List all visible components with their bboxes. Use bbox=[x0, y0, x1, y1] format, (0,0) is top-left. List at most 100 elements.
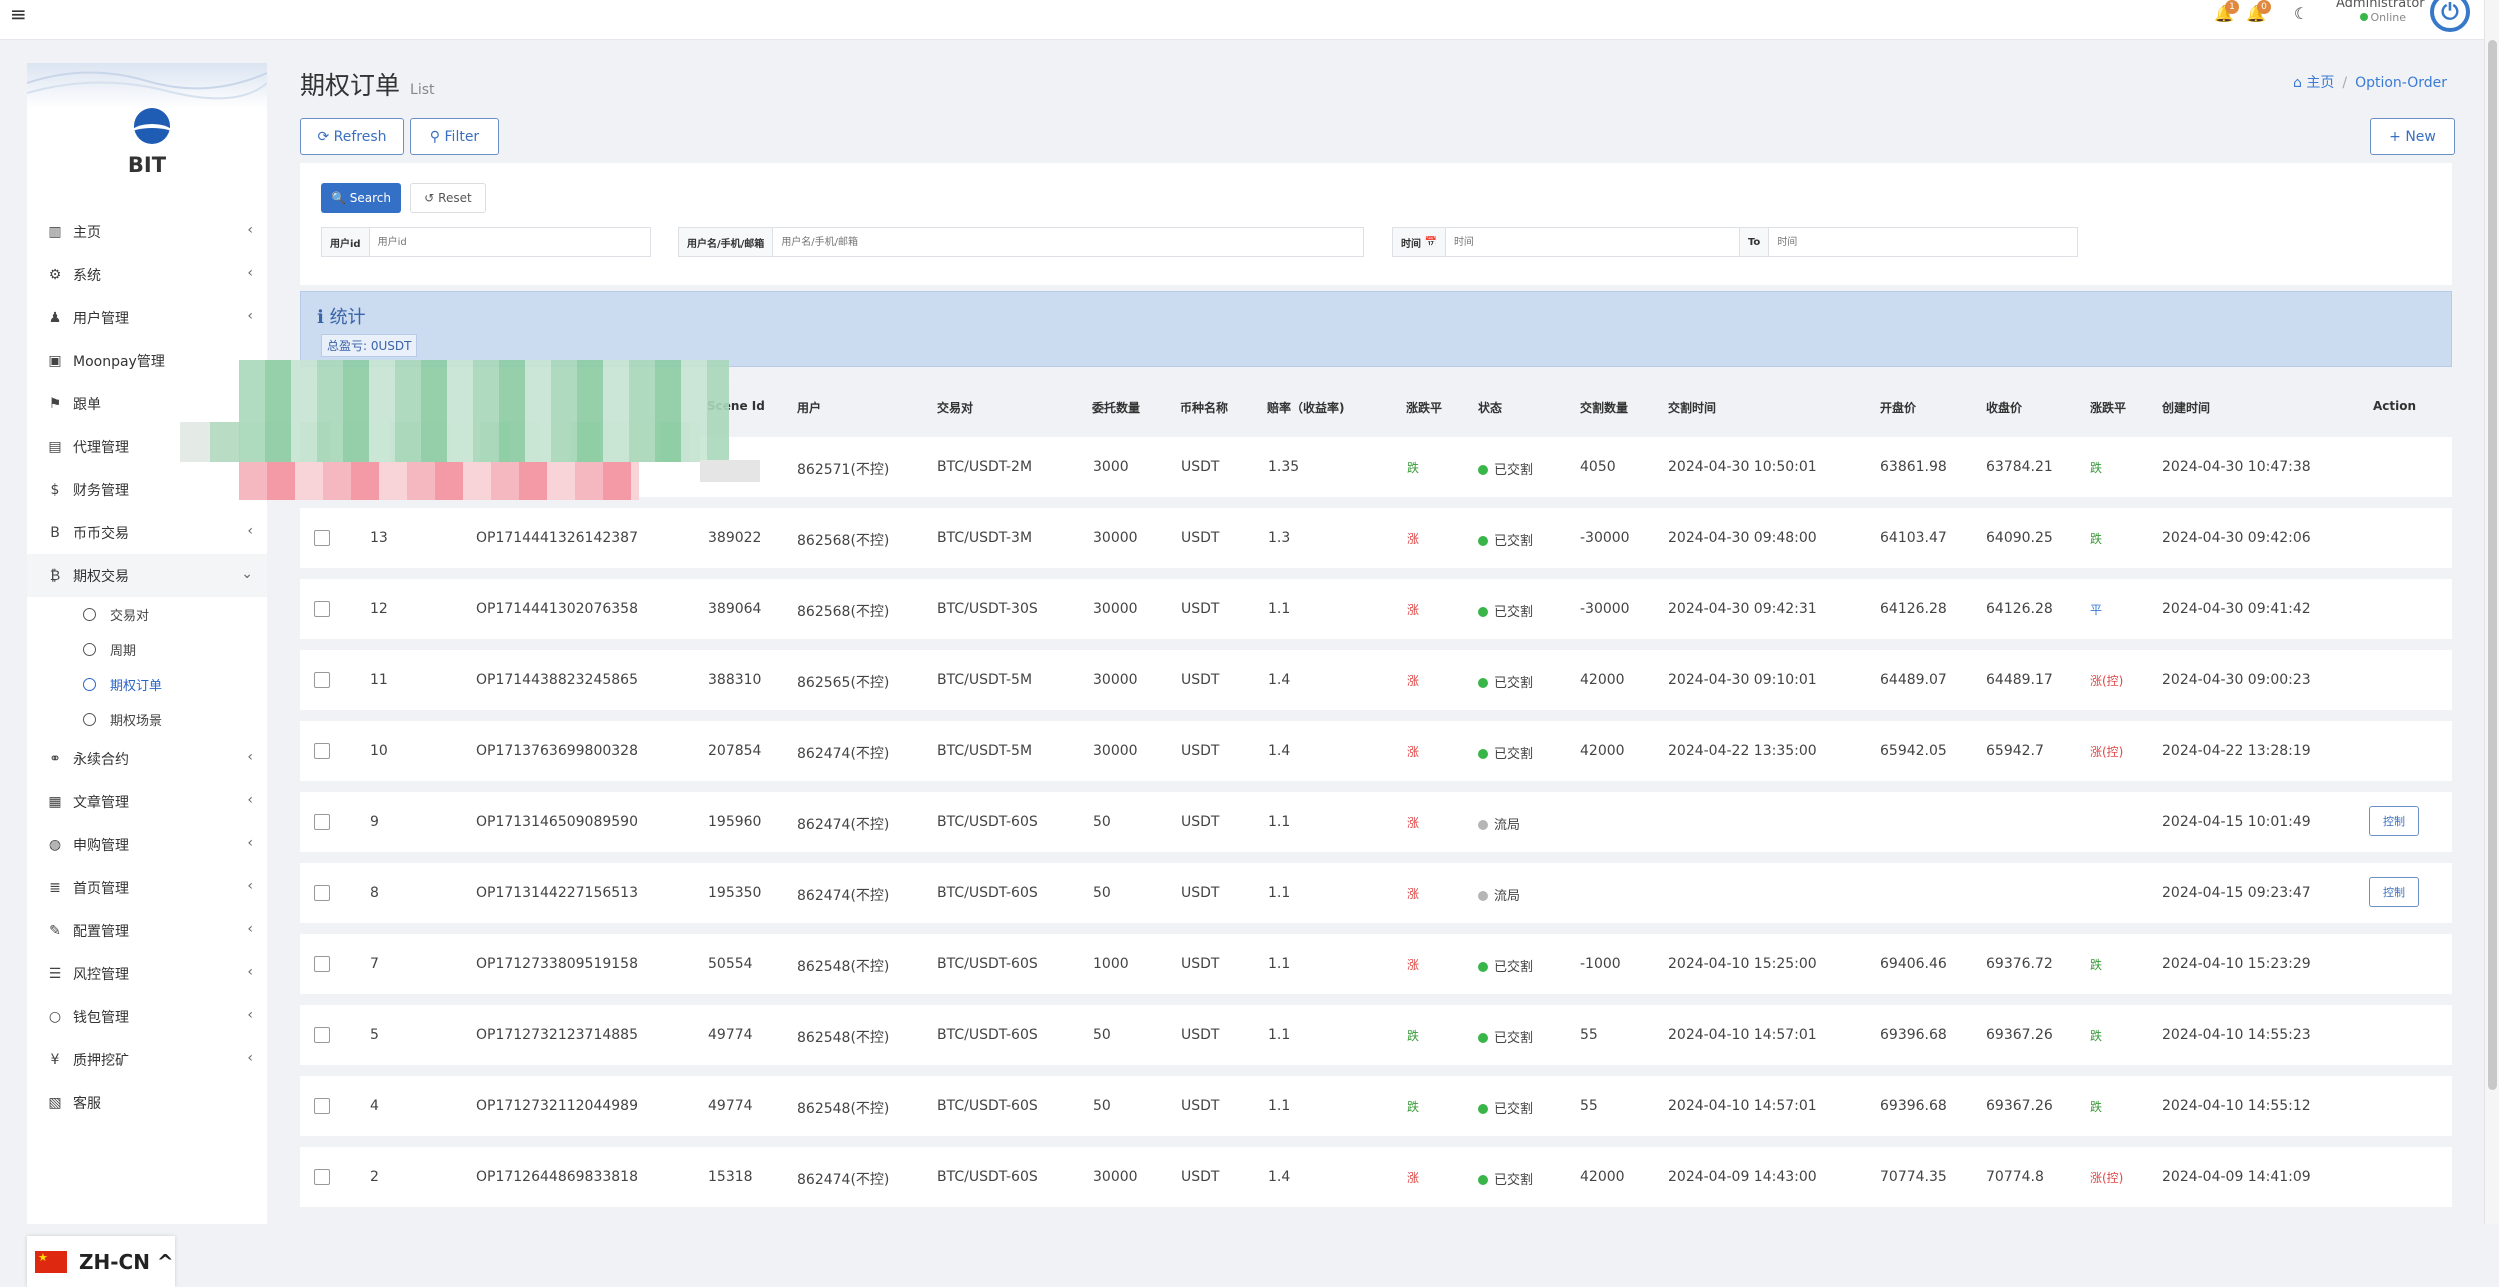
sidebar-item[interactable]: ▣ Moonpay管理 bbox=[27, 339, 267, 382]
sidebar-item[interactable]: ☰ 风控管理 ‹ bbox=[27, 952, 267, 995]
column-header[interactable]: 用户 bbox=[797, 401, 822, 415]
sidebar-item[interactable]: ▧ 客服 bbox=[27, 1081, 267, 1124]
list-alt-icon: ☰ bbox=[48, 965, 62, 982]
sidebar-item-label: 币币交易 bbox=[73, 525, 129, 542]
sidebar-item-label: 系统 bbox=[73, 267, 101, 284]
avatar[interactable]: ⏻ bbox=[2430, 0, 2470, 32]
link-icon: ⚭ bbox=[49, 750, 61, 767]
status-text: 已交割 bbox=[1494, 1031, 1534, 1046]
sidebar-subitem[interactable]: 交易对 bbox=[27, 597, 267, 632]
row-checkbox[interactable] bbox=[314, 672, 330, 688]
column-header[interactable]: 涨跌平 bbox=[2090, 401, 2127, 415]
time-end-input[interactable] bbox=[1769, 228, 2077, 256]
row-checkbox[interactable] bbox=[314, 743, 330, 759]
filter-button[interactable]: ⚲ Filter bbox=[410, 118, 499, 155]
row-checkbox[interactable] bbox=[314, 814, 330, 830]
brand-name: BIT bbox=[127, 153, 167, 177]
cell-user: 862474(不控) bbox=[797, 1172, 890, 1188]
sidebar-item[interactable]: ⚙ 系统 ‹ bbox=[27, 253, 267, 296]
sidebar-subitem[interactable]: 期权订单 bbox=[27, 667, 267, 702]
sidebar-item[interactable]: ⚭ 永续合约 ‹ bbox=[27, 737, 267, 780]
sidebar-item[interactable]: ≣ 首页管理 ‹ bbox=[27, 866, 267, 909]
table-row[interactable]: 7 OP1712733809519158 50554 862548(不控) BTC/US… bbox=[300, 934, 2452, 994]
bitcoin-icon: ₿ bbox=[49, 568, 61, 584]
column-header[interactable]: 开盘价 bbox=[1880, 401, 1917, 415]
sidebar-item[interactable]: ▤ 代理管理 bbox=[27, 425, 267, 468]
user-input[interactable] bbox=[773, 228, 1363, 256]
sidebar-item[interactable]: ○ 钱包管理 ‹ bbox=[27, 995, 267, 1038]
row-checkbox[interactable] bbox=[314, 601, 330, 617]
column-header[interactable]: 交割时间 bbox=[1668, 401, 1717, 415]
row-checkbox[interactable] bbox=[314, 885, 330, 901]
control-button[interactable]: 控制 bbox=[2369, 806, 2419, 836]
sidebar-item[interactable]: ▦ 文章管理 ‹ bbox=[27, 780, 267, 823]
sidebar-item-label: 申购管理 bbox=[73, 837, 129, 854]
row-checkbox[interactable] bbox=[314, 1027, 330, 1043]
circle-icon bbox=[83, 608, 96, 621]
sidebar-item[interactable]: ₿ 期权交易 ⌄ bbox=[27, 554, 267, 597]
table-row[interactable]: 8 OP1713144227156513 195350 862474(不控) BTC/U… bbox=[300, 863, 2452, 923]
search-button[interactable]: 🔍 Search bbox=[321, 183, 401, 213]
column-header[interactable]: 币种名称 bbox=[1180, 401, 1229, 415]
hamburger-icon[interactable]: ≡ bbox=[10, 2, 27, 26]
cell-coin: USDT bbox=[1181, 956, 1220, 972]
column-header[interactable]: 收盘价 bbox=[1986, 401, 2023, 415]
cell-dqty: -30000 bbox=[1580, 601, 1630, 617]
sidebar-item[interactable]: ▥ 主页 ‹ bbox=[27, 210, 267, 253]
table-row[interactable]: 4 OP1712732112044989 49774 862548(不控) BTC/US… bbox=[300, 1076, 2452, 1136]
column-header[interactable]: 交割数量 bbox=[1580, 401, 1629, 415]
table-row[interactable]: 2 OP1712644869833818 15318 862474(不控) BTC/US… bbox=[300, 1147, 2452, 1207]
moon-icon[interactable]: ☾ bbox=[2293, 3, 2309, 23]
cell-order: OP1712733809519158 bbox=[476, 956, 638, 972]
page-scrollbar[interactable] bbox=[2484, 0, 2499, 1224]
cell-dir: 涨 bbox=[1407, 887, 1420, 901]
breadcrumb-home[interactable]: ⌂ 主页 bbox=[2293, 75, 2335, 91]
sidebar-item[interactable]: ⚑ 跟单 bbox=[27, 382, 267, 425]
cell-dir: 跌 bbox=[1407, 1100, 1420, 1114]
cell-coin: USDT bbox=[1181, 459, 1220, 475]
sidebar-subitem[interactable]: 周期 bbox=[27, 632, 267, 667]
column-header[interactable]: 状态 bbox=[1478, 401, 1503, 415]
column-header[interactable]: 交易对 bbox=[937, 401, 974, 415]
time-start-input[interactable] bbox=[1445, 228, 1740, 256]
column-header[interactable]: 赔率（收益率) bbox=[1267, 401, 1345, 415]
table-row[interactable]: 12 OP1714441302076358 389064 862568(不控) BTC/… bbox=[300, 579, 2452, 639]
refresh-button[interactable]: ⟳ Refresh bbox=[300, 118, 404, 155]
cell-dtime: 2024-04-10 14:57:01 bbox=[1668, 1027, 1817, 1043]
table-row[interactable]: 9 OP1713146509089590 195960 862474(不控) BTC/U… bbox=[300, 792, 2452, 852]
row-checkbox[interactable] bbox=[314, 1169, 330, 1185]
sidebar-item[interactable]: ¥ 质押挖矿 ‹ bbox=[27, 1038, 267, 1081]
sidebar-item-label: 首页管理 bbox=[73, 880, 129, 897]
sidebar-subitem[interactable]: 期权场景 bbox=[27, 702, 267, 737]
row-checkbox[interactable] bbox=[314, 1098, 330, 1114]
scrollbar-thumb[interactable] bbox=[2488, 40, 2497, 1090]
cell-coin: USDT bbox=[1181, 1098, 1220, 1114]
sidebar-item[interactable]: ✎ 配置管理 ‹ bbox=[27, 909, 267, 952]
column-header[interactable]: Action bbox=[2373, 399, 2417, 413]
sidebar-item[interactable]: ◍ 申购管理 ‹ bbox=[27, 823, 267, 866]
sidebar-item[interactable]: ♟ 用户管理 ‹ bbox=[27, 296, 267, 339]
sidebar-item[interactable]: $ 财务管理 bbox=[27, 468, 267, 511]
cell-dir: 跌 bbox=[1407, 461, 1420, 475]
reset-button[interactable]: ↺ Reset bbox=[410, 183, 486, 213]
table-row[interactable]: 5 OP1712732123714885 49774 862548(不控) BTC/US… bbox=[300, 1005, 2452, 1065]
row-checkbox[interactable] bbox=[314, 530, 330, 546]
sidebar-item[interactable]: B 币币交易 ‹ bbox=[27, 511, 267, 554]
table-row[interactable]: 13 OP1714441326142387 389022 862568(不控) BTC/… bbox=[300, 508, 2452, 568]
column-header[interactable]: 涨跌平 bbox=[1406, 401, 1443, 415]
table-row[interactable]: 10 OP1713763699800328 207854 862474(不控) BTC/… bbox=[300, 721, 2452, 781]
cell-dir: 涨 bbox=[1407, 745, 1420, 759]
uid-input[interactable] bbox=[369, 228, 650, 256]
language-selector[interactable]: ZH-CN ^ bbox=[27, 1236, 175, 1287]
message-icon[interactable]: 🔔 0 bbox=[2245, 0, 2271, 24]
admin-user[interactable]: Administrator Online bbox=[2336, 0, 2425, 24]
chevron-down-icon: ⌄ bbox=[241, 566, 253, 582]
table-row[interactable]: 11 OP1714438823245865 388310 862565(不控) BTC/… bbox=[300, 650, 2452, 710]
cell-scene: 207854 bbox=[708, 743, 762, 759]
column-header[interactable]: 委托数量 bbox=[1092, 401, 1141, 415]
column-header[interactable]: 创建时间 bbox=[2162, 401, 2211, 415]
row-checkbox[interactable] bbox=[314, 956, 330, 972]
control-button[interactable]: 控制 bbox=[2369, 877, 2419, 907]
new-button[interactable]: + New bbox=[2370, 118, 2455, 155]
bell-icon[interactable]: 🔔 1 bbox=[2213, 0, 2239, 24]
